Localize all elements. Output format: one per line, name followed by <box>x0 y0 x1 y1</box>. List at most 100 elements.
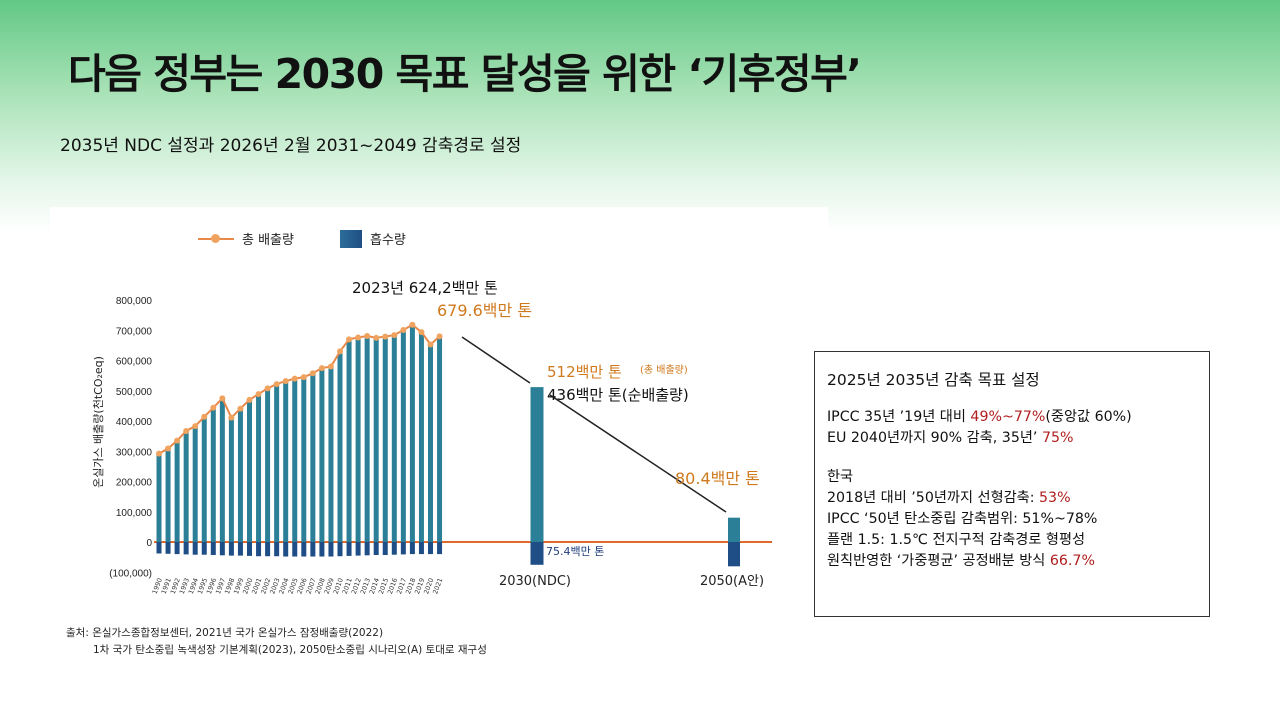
total-emission-marker <box>346 336 353 343</box>
ipcc-range-line: IPCC ‘50년 탄소중립 감축범위: 51%~78% <box>827 511 1098 527</box>
page-subtitle: 2035년 NDC 설정과 2026년 2월 2031~2049 감축경로 설정 <box>60 136 522 156</box>
total-emission-marker <box>400 326 407 333</box>
emission-bar <box>165 448 171 542</box>
total-emission-marker <box>327 363 334 370</box>
eu-goal-line: EU 2040년까지 90% 감축, 35년’ 75% <box>827 428 1197 449</box>
total-emission-marker <box>436 333 443 340</box>
annotation-ndc-total: 512백만 톤 <box>547 363 622 381</box>
korea-heading: 한국 <box>827 469 854 485</box>
emission-bar <box>391 335 397 542</box>
absorption-bar <box>400 542 406 555</box>
total-emission-marker <box>201 413 208 420</box>
emission-bar <box>210 407 216 542</box>
target-emission-bar <box>728 517 740 542</box>
emission-bar <box>256 394 262 542</box>
y-tick-label: 0 <box>146 538 152 549</box>
emission-bar <box>346 339 352 542</box>
emission-bar <box>192 426 198 542</box>
absorption-bar <box>210 542 216 556</box>
legend-bar-swatch <box>339 229 362 248</box>
emission-bar <box>247 399 252 542</box>
emission-bar <box>237 408 243 542</box>
emission-bar <box>418 332 424 542</box>
total-emission-marker <box>228 414 235 421</box>
absorption-bar <box>192 542 198 555</box>
emission-bar <box>319 368 325 542</box>
emission-bar <box>228 417 234 542</box>
absorption-bar <box>418 542 424 555</box>
linear-goal-text: 2018년 대비 ’50년까지 선형감축: <box>827 490 1040 506</box>
absorption-bar <box>301 542 307 557</box>
emission-bar <box>355 337 361 542</box>
absorption-bar <box>283 542 289 557</box>
chart-legend: 총 배출량 흡수량 <box>198 229 406 248</box>
y-tick-label: 400,000 <box>116 417 153 428</box>
absorption-bar <box>256 542 262 557</box>
absorption-bar <box>355 542 361 556</box>
ipcc-goal-suffix: (중앙값 60%) <box>1045 409 1132 425</box>
emission-bar <box>183 430 189 542</box>
total-emission-marker <box>382 333 389 340</box>
annotation-2050: 80.4백만 톤 <box>675 469 760 488</box>
emission-bar <box>156 453 162 542</box>
page-title: 다음 정부는 2030 목표 달성을 위한 ‘기후정부’ <box>68 50 862 98</box>
total-emission-marker <box>246 396 253 403</box>
trend-line-to-2030 <box>461 336 531 384</box>
absorption-bar <box>174 542 180 555</box>
emission-bar <box>382 336 388 542</box>
total-emission-marker <box>282 378 289 385</box>
emission-bar <box>409 324 415 542</box>
emission-bar <box>274 384 280 542</box>
emission-bar <box>219 398 225 542</box>
ipcc-goal-highlight: 49%~77% <box>970 409 1046 425</box>
absorption-bar <box>364 542 370 556</box>
absorption-bar <box>274 542 280 557</box>
total-emission-marker <box>255 391 262 398</box>
target-x-label: 2050(A안) <box>700 574 764 589</box>
emission-bar <box>437 336 443 542</box>
y-tick-label: 500,000 <box>116 387 153 398</box>
total-emission-marker <box>264 385 271 392</box>
annotation-ndc-absorption: 75.4백만 톤 <box>546 545 604 558</box>
goal-box-title: 2025년 2035년 감축 목표 설정 <box>827 371 1040 389</box>
linear-goal-highlight: 53% <box>1039 490 1071 506</box>
target-absorption-bar <box>728 542 740 567</box>
annotation-ndc-net: 436백만 톤(순배출량) <box>547 386 689 404</box>
ipcc-goal-text: IPCC 35년 ’19년 대비 <box>827 409 971 425</box>
source-line-1: 출처: 온실가스종합정보센터, 2021년 국가 온실가스 잠정배출량(2022… <box>66 627 384 639</box>
absorption-bar <box>319 542 325 557</box>
total-emission-marker <box>318 365 325 372</box>
absorption-bar <box>437 542 443 555</box>
legend-absorption-label: 흡수량 <box>369 233 406 248</box>
principle-goal-line: 원칙반영한 ‘가중평균’ 공정배분 방식 66.7% <box>827 551 1197 572</box>
emission-bar <box>310 373 316 542</box>
total-emission-marker <box>192 423 199 430</box>
absorption-bar <box>247 542 252 556</box>
principle-goal-highlight: 66.7% <box>1049 553 1095 569</box>
total-emission-marker <box>156 450 162 457</box>
source-line-2: 1차 국가 탄소중립 녹색성장 기본계획(2023), 2050탄소중립 시나리… <box>93 644 487 656</box>
total-emission-line <box>158 323 441 455</box>
absorption-bar <box>156 542 162 554</box>
absorption-bar <box>219 542 225 556</box>
emission-bar <box>292 378 298 542</box>
target-x-label: 2030(NDC) <box>499 574 571 589</box>
total-emission-marker <box>337 348 343 355</box>
y-tick-label: 800,000 <box>116 296 153 307</box>
emission-bar <box>337 351 343 542</box>
absorption-bar <box>382 542 388 556</box>
absorption-bar <box>237 542 243 556</box>
principle-goal-text: 원칙반영한 ‘가중평균’ 공정배분 방식 <box>827 553 1050 569</box>
emission-bar <box>328 366 334 542</box>
chart-plot: (100,000) 0 100,000 200,000 300,000 400,000 50… <box>91 279 772 595</box>
absorption-bar <box>428 542 433 555</box>
absorption-bar <box>183 542 189 555</box>
trend-line-to-2050 <box>549 394 727 513</box>
linear-goal-line: 2018년 대비 ’50년까지 선형감축: 53% <box>827 488 1197 509</box>
total-emission-marker <box>309 370 316 377</box>
absorption-bar <box>228 542 234 556</box>
source-note: 출처: 온실가스종합정보센터, 2021년 국가 온실가스 잠정배출량(2022… <box>66 625 487 659</box>
emission-bar <box>400 329 406 542</box>
total-emission-marker <box>165 445 172 452</box>
y-tick-label: 600,000 <box>116 357 153 368</box>
